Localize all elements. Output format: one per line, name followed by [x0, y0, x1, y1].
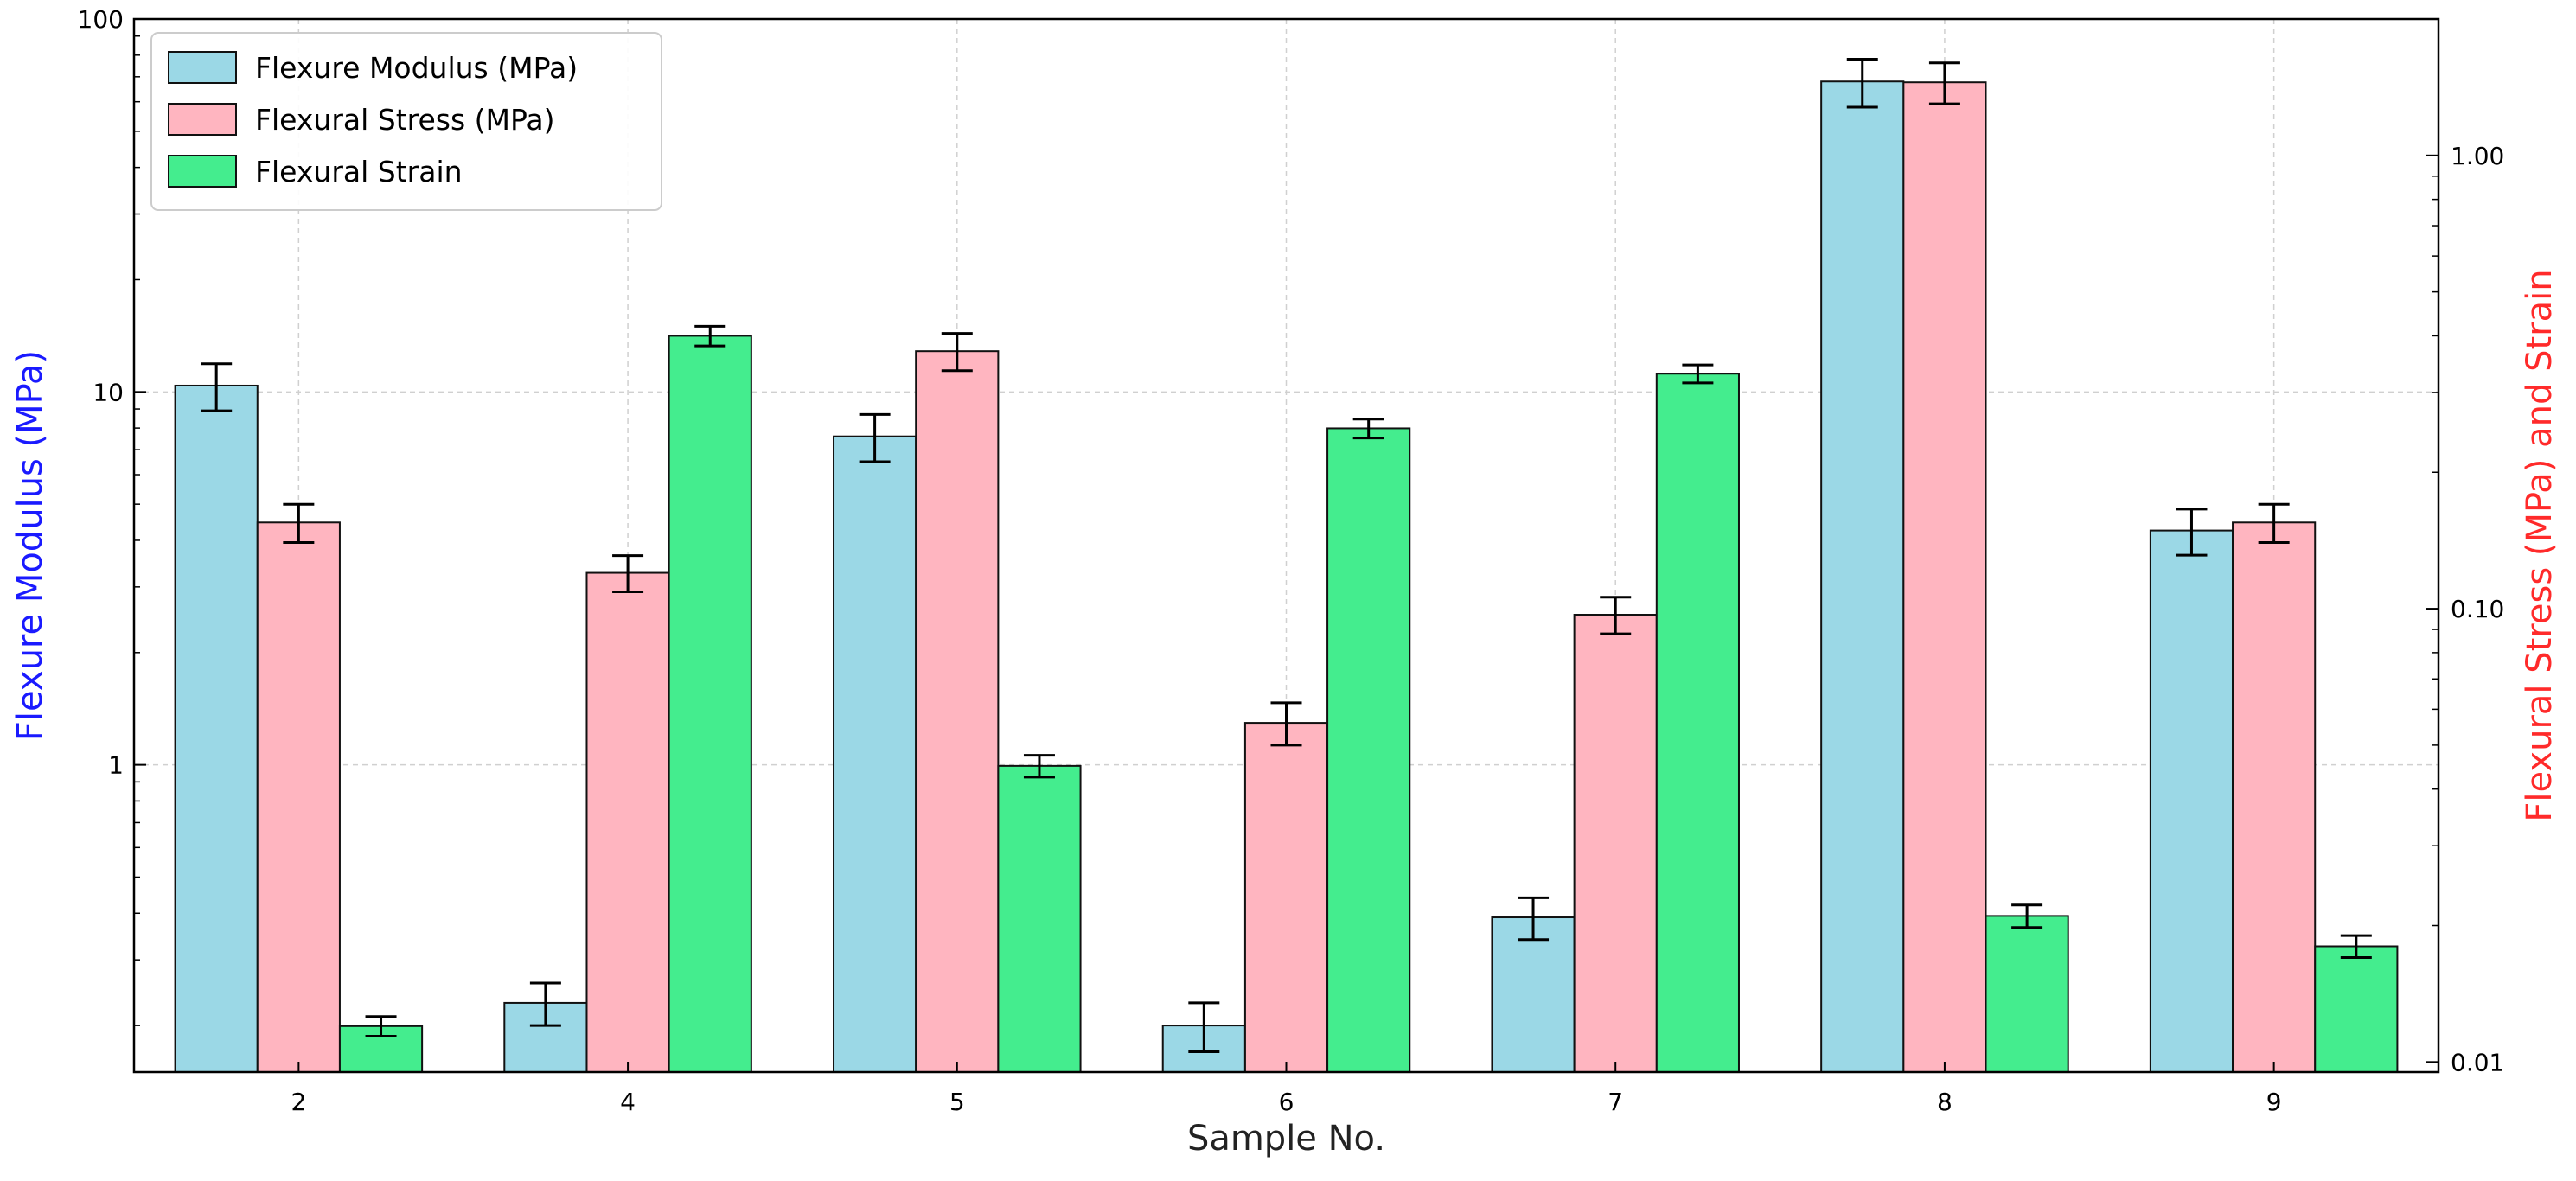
- bar-2-7: [1573, 614, 1658, 1073]
- x-axis-label: Sample No.: [1187, 1119, 1385, 1159]
- right-y-axis-label: Flexural Stress (MPa) and Strain: [2520, 269, 2560, 821]
- bar-2-5: [915, 350, 1000, 1073]
- left-y-axis-label: Flexure Modulus (MPa): [10, 350, 50, 741]
- bar-2-6: [1243, 722, 1329, 1074]
- bar-1-5: [833, 435, 917, 1073]
- x-tick-label-2: 2: [291, 1088, 306, 1116]
- bar-3-4: [668, 335, 752, 1073]
- x-tick-label-7: 7: [1608, 1088, 1623, 1116]
- bar-3-5: [997, 764, 1082, 1073]
- left-tick-label-1: 1: [108, 751, 124, 780]
- bar-2-8: [1902, 81, 1987, 1074]
- x-tick-label-5: 5: [949, 1088, 965, 1116]
- bar-3-7: [1655, 373, 1740, 1073]
- bar-2-4: [585, 571, 670, 1073]
- bar-1-9: [2149, 529, 2234, 1073]
- bar-1-2: [174, 384, 259, 1073]
- bar-3-9: [2314, 945, 2399, 1073]
- left-tick-label-100: 100: [78, 5, 124, 34]
- bar-1-8: [1820, 80, 1905, 1073]
- x-tick-label-4: 4: [620, 1088, 636, 1116]
- legend-label-2: Flexural Stress (MPa): [255, 103, 555, 137]
- right-tick-label-1.00: 1.00: [2451, 142, 2504, 170]
- legend-swatch-2: [168, 103, 237, 136]
- bar-2-2: [256, 521, 341, 1073]
- left-tick-label-10: 10: [93, 378, 124, 406]
- x-tick-label-8: 8: [1937, 1088, 1953, 1116]
- bar-3-6: [1326, 427, 1411, 1073]
- bar-3-8: [1985, 915, 2069, 1073]
- legend-swatch-3: [168, 155, 237, 188]
- legend-label-1: Flexure Modulus (MPa): [255, 51, 578, 85]
- right-tick-label-0.01: 0.01: [2451, 1048, 2504, 1076]
- bar-2-9: [2232, 521, 2317, 1073]
- x-tick-label-9: 9: [2266, 1088, 2282, 1116]
- right-tick-label-0.10: 0.10: [2451, 595, 2504, 623]
- x-tick-label-6: 6: [1279, 1088, 1294, 1116]
- legend-label-3: Flexural Strain: [255, 155, 463, 188]
- legend-swatch-1: [168, 51, 237, 84]
- legend-box: [150, 32, 662, 211]
